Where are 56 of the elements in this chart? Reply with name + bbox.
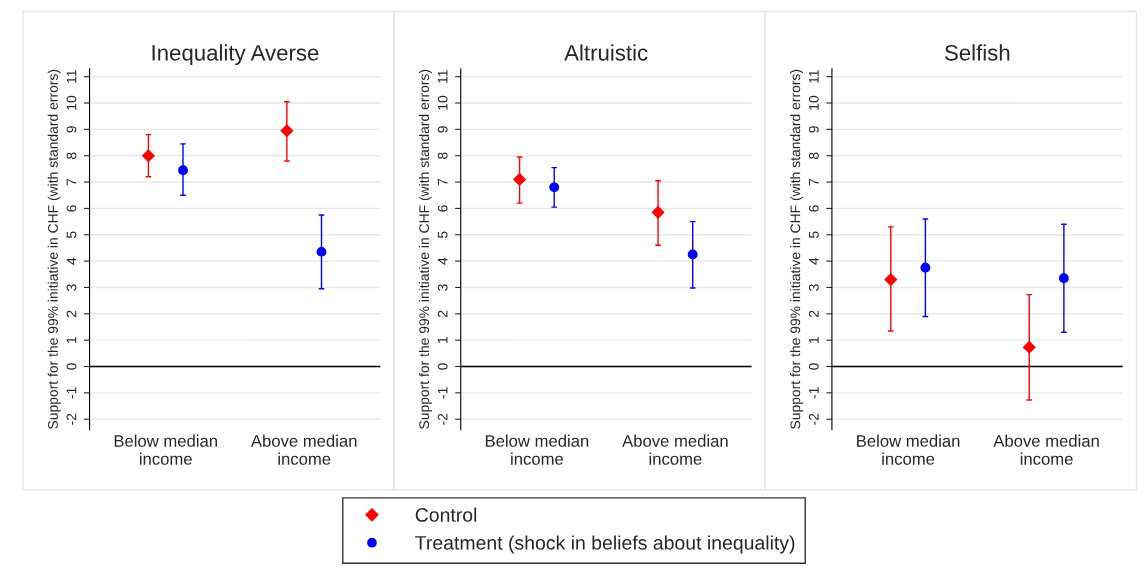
y-tick-label: 10 <box>808 95 819 110</box>
y-tick-label: 5 <box>437 231 448 239</box>
y-tick-label: 6 <box>66 205 77 212</box>
y-tick-label: 3 <box>808 284 819 291</box>
y-tick-label: 9 <box>437 126 448 133</box>
y-tick-label: 7 <box>437 178 448 186</box>
y-tick-label: 11 <box>809 70 819 83</box>
x-tick-label: Below median income <box>485 434 589 465</box>
y-tick-label: 0 <box>808 363 819 370</box>
chart-title: Inequality Averse <box>152 44 319 66</box>
y-tick-label: 6 <box>808 205 819 212</box>
y-axis-title: Support for the 99% initiative in CHF (with standard errors) <box>418 69 432 429</box>
y-tick-label: 11 <box>66 70 77 83</box>
x-tick-label: Above median income <box>993 434 1099 465</box>
x-tick-label: Below median income <box>857 434 960 465</box>
y-tick-label: -2 <box>808 413 819 425</box>
y-tick-label: 1 <box>809 336 819 343</box>
y-tick-label: 0 <box>66 363 77 370</box>
y-tick-label: -2 <box>437 413 448 425</box>
y-tick-label: 2 <box>66 310 77 317</box>
y-tick-label: 6 <box>437 205 448 212</box>
y-tick-label: 5 <box>809 231 819 239</box>
y-tick-label: -1 <box>66 387 77 399</box>
x-tick-label: Above median income <box>622 434 728 465</box>
y-tick-label: 9 <box>66 126 77 133</box>
y-tick-label: 8 <box>437 152 448 159</box>
y-tick-label: 10 <box>66 95 77 110</box>
x-tick-label: Above median income <box>250 434 357 465</box>
chart-title: Altruistic <box>564 44 648 61</box>
y-tick-label: 7 <box>809 178 819 186</box>
y-axis-title: Support for the 99% initiative in CHF (with standard errors) <box>47 69 61 429</box>
y-tick-label: 3 <box>66 284 77 291</box>
chart-title: Selfish <box>944 44 1010 61</box>
y-tick-label: 0 <box>437 363 448 370</box>
y-tick-label: 1 <box>66 336 77 343</box>
legend-label: Control <box>415 507 477 522</box>
y-tick-label: 4 <box>66 257 77 265</box>
y-tick-label: 4 <box>437 257 448 265</box>
y-tick-label: 8 <box>808 152 819 159</box>
y-axis-title: Support for the 99% initiative in CHF (with standard errors) <box>790 69 803 429</box>
y-tick-label: 2 <box>808 310 819 317</box>
y-tick-label: 11 <box>437 70 448 83</box>
y-tick-label: 5 <box>66 231 77 239</box>
y-tick-label: 2 <box>437 310 448 317</box>
x-tick-label: Below median income <box>114 434 217 465</box>
legend-label: Treatment (shock in beliefs about inequality) <box>415 535 795 554</box>
y-tick-label: -1 <box>809 387 819 399</box>
y-tick-label: 7 <box>66 178 77 186</box>
y-tick-label: -1 <box>437 387 448 399</box>
y-tick-label: 4 <box>809 257 819 265</box>
y-tick-label: 10 <box>437 95 448 110</box>
y-tick-label: 3 <box>437 284 448 291</box>
y-tick-label: 8 <box>66 152 77 159</box>
y-tick-label: 1 <box>437 336 448 343</box>
y-tick-label: 9 <box>808 126 819 133</box>
y-tick-label: -2 <box>66 413 77 425</box>
